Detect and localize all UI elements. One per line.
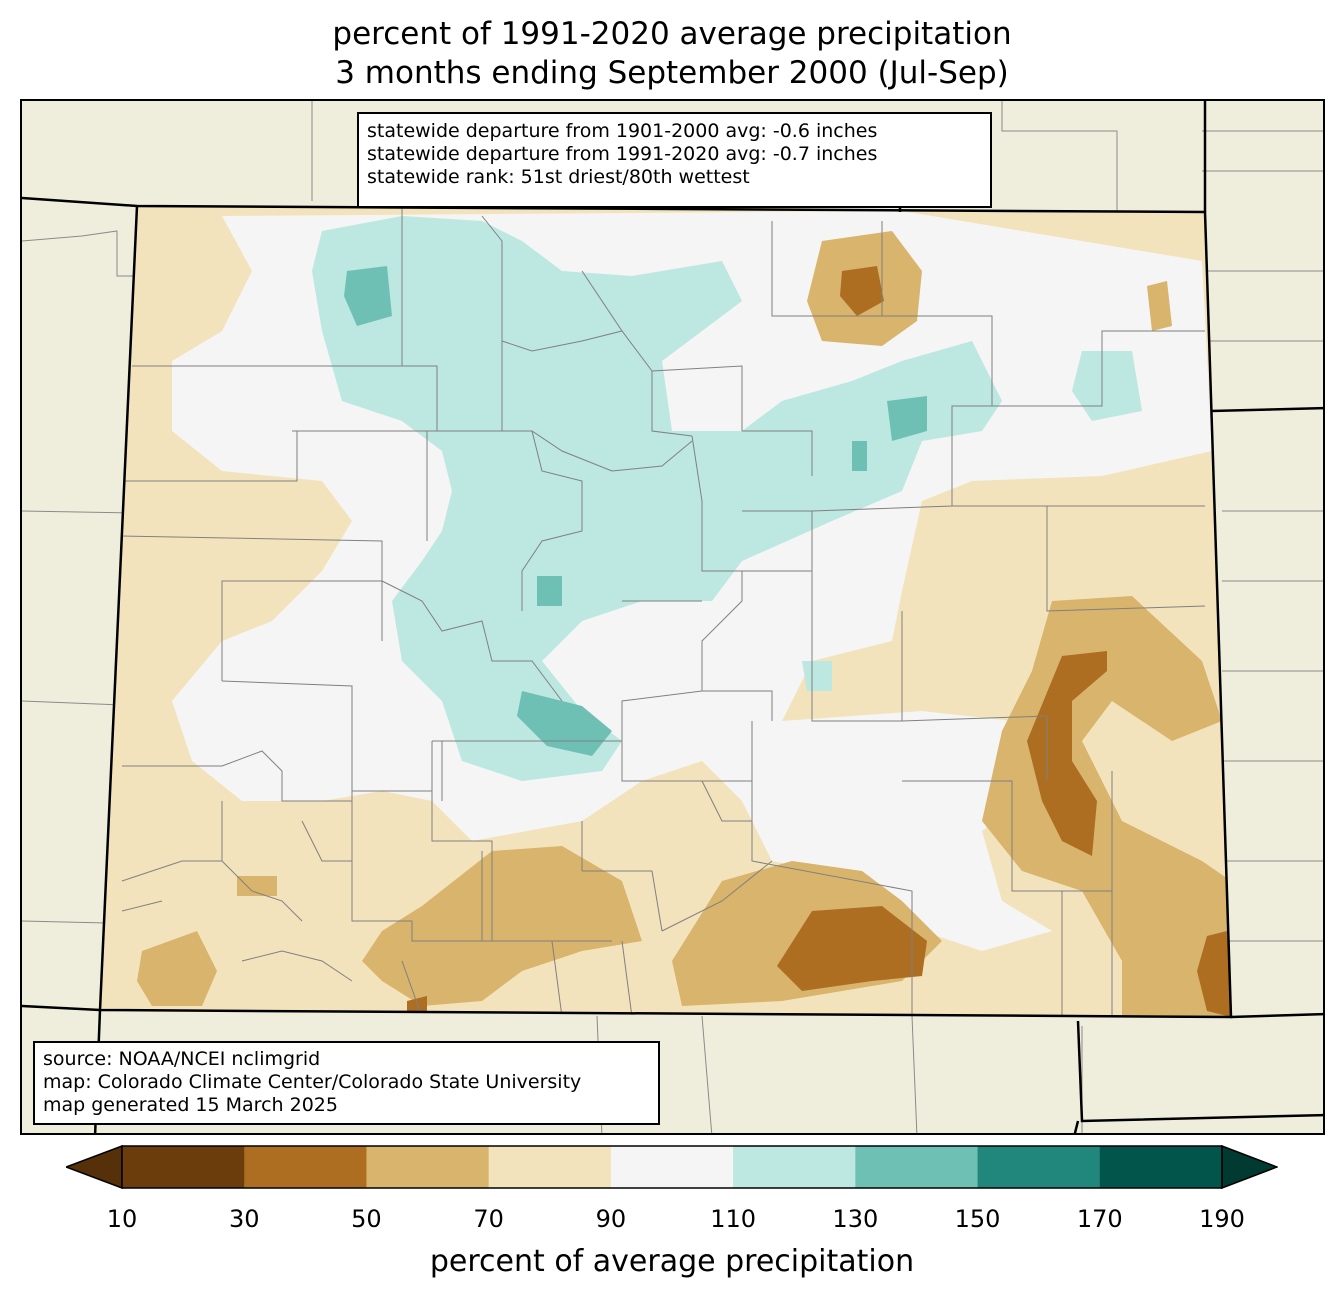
colorbar-cell: [1099, 1146, 1223, 1188]
colorbar-tick-label: 90: [595, 1205, 627, 1233]
map-credit-line: map: Colorado Climate Center/Colorado St…: [43, 1071, 582, 1093]
source-line: source: NOAA/NCEI nclimgrid: [43, 1048, 321, 1070]
colorbar-tick-label: 30: [228, 1205, 260, 1233]
colorbar-cell: [610, 1146, 734, 1188]
colorbar-cells: [122, 1146, 1223, 1188]
precipitation-map: [22, 101, 1323, 1133]
colorbar-cell: [977, 1146, 1101, 1188]
colorbar-tick-label: 130: [832, 1205, 879, 1233]
colorbar-tick-label: 70: [473, 1205, 504, 1233]
state-borders: [22, 101, 1323, 1133]
precipitation-fill: [100, 206, 1231, 1017]
stats-rank: statewide rank: 51st driest/80th wettest: [367, 166, 750, 188]
colorbar-tick-label: 50: [351, 1205, 382, 1233]
county-lines: [121, 206, 1206, 1017]
colorbar-tick-label: 170: [1076, 1205, 1123, 1233]
colorbar-tick-label: 150: [954, 1205, 1001, 1233]
colorbar-cell: [733, 1146, 856, 1188]
source-box: source: NOAA/NCEI nclimgrid map: Colorad…: [33, 1041, 660, 1125]
colorbar: [66, 1145, 1278, 1189]
neighbor-county-lines: [22, 101, 1323, 1133]
colorbar-outline: [121, 1145, 1223, 1189]
colorbar-over-arrow: [1221, 1145, 1278, 1189]
colorbar-cell: [855, 1146, 979, 1188]
map-frame: statewide departure from 1901-2000 avg: …: [20, 99, 1325, 1135]
stats-departure-1991: statewide departure from 1991-2020 avg: …: [367, 143, 878, 165]
generated-date-line: map generated 15 March 2025: [43, 1094, 338, 1116]
colorbar-cell: [122, 1146, 245, 1188]
map-title-line1: percent of 1991-2020 average precipitati…: [332, 16, 1012, 52]
colorbar-tick-label: 190: [1199, 1205, 1245, 1233]
colorbar-cell: [488, 1146, 612, 1188]
colorbar-tick-label: 10: [106, 1205, 138, 1233]
stats-departure-1901: statewide departure from 1901-2000 avg: …: [367, 120, 878, 142]
map-title-line2: 3 months ending September 2000 (Jul-Sep): [335, 55, 1009, 91]
statewide-stats-box: statewide departure from 1901-2000 avg: …: [357, 112, 992, 208]
colorbar-label: percent of average precipitation: [429, 1244, 915, 1279]
colorbar-cell: [244, 1146, 367, 1188]
colorbar-under-arrow: [66, 1145, 123, 1189]
colorbar-cell: [366, 1146, 490, 1188]
colorbar-tick-label: 110: [710, 1205, 757, 1233]
